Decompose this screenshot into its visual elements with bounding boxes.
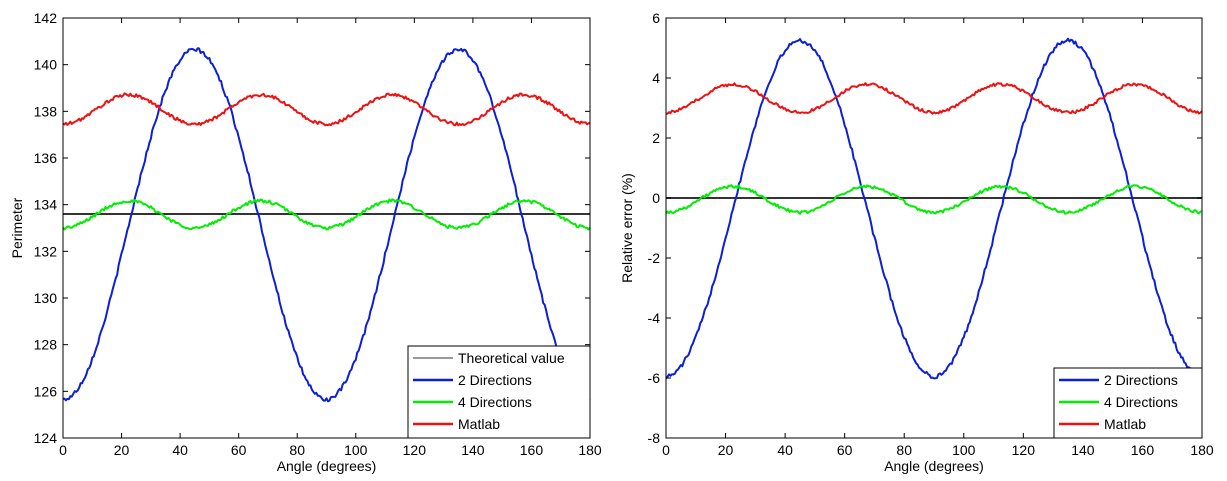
perimeter-y-tick-label: 128 (34, 337, 58, 353)
relative-error-x-tick-label: 100 (952, 442, 976, 458)
perimeter-x-tick-label: 140 (461, 442, 485, 458)
perimeter-legend-label: 4 Directions (458, 394, 532, 410)
relative-error-x-tick-label: 20 (718, 442, 734, 458)
relative-error-y-tick-label: 2 (652, 130, 660, 146)
perimeter-y-tick-label: 124 (34, 430, 58, 446)
relative-error-x-tick-label: 80 (896, 442, 912, 458)
relative-error-x-tick-label: 0 (662, 442, 670, 458)
relative-error-x-axis-title: Angle (degrees) (884, 458, 984, 474)
relative-error-legend-label: 2 Directions (1104, 372, 1178, 388)
perimeter-y-tick-label: 130 (34, 290, 58, 306)
perimeter-y-tick-label: 126 (34, 383, 58, 399)
relative-error-y-axis-title: Relative error (%) (619, 173, 635, 283)
perimeter-x-axis-title: Angle (degrees) (277, 458, 377, 474)
perimeter-x-tick-label: 40 (172, 442, 188, 458)
perimeter-axes-box (62, 17, 591, 439)
perimeter-x-tick-label: 60 (231, 442, 247, 458)
relative-error-y-tick-label: -2 (648, 250, 661, 266)
perimeter-y-tick-label: 132 (34, 243, 58, 259)
relative-error-y-tick-label: -8 (648, 430, 661, 446)
relative-error-series-4-directions (665, 184, 1203, 215)
relative-error-y-tick-label: 6 (652, 10, 660, 26)
perimeter-x-tick-label: 80 (289, 442, 305, 458)
relative-error-y-tick-label: 4 (652, 70, 660, 86)
relative-error-legend-label: 4 Directions (1104, 394, 1178, 410)
perimeter-series-matlab (62, 92, 591, 127)
perimeter-legend-label: Matlab (458, 416, 500, 432)
perimeter-x-tick-label: 100 (344, 442, 368, 458)
perimeter-legend-label: 2 Directions (458, 372, 532, 388)
perimeter-x-tick-label: 160 (520, 442, 544, 458)
relative-error-legend-label: Matlab (1104, 416, 1146, 432)
relative-error-x-tick-label: 180 (1190, 442, 1214, 458)
relative-error-axes-box (665, 17, 1203, 439)
perimeter-x-tick-label: 120 (403, 442, 427, 458)
relative-error-series-2-directions (665, 37, 1203, 380)
perimeter-chart: 0 20 40 60 80 100 120 140 160 180 124 126 128 130 132 1… (9, 10, 602, 474)
relative-error-x-tick-label: 40 (777, 442, 793, 458)
perimeter-x-tick-label: 0 (59, 442, 67, 458)
relative-error-x-tick-label: 60 (837, 442, 853, 458)
perimeter-x-tick-label: 20 (114, 442, 130, 458)
perimeter-legend: Theoretical value 2 Directions 4 Direction… (407, 345, 591, 439)
perimeter-y-tick-label: 140 (34, 57, 58, 73)
relative-error-chart: 0 20 40 60 80 100 120 140 160 180 -8 -6 -4 -2 0 2 4 6 Angl… (619, 10, 1214, 474)
relative-error-y-tick-label: -4 (648, 310, 661, 326)
relative-error-y-tick-label: -6 (648, 370, 661, 386)
perimeter-legend-label: Theoretical value (458, 350, 565, 366)
perimeter-y-tick-label: 138 (34, 103, 58, 119)
perimeter-series-4-directions (62, 198, 591, 231)
perimeter-y-tick-label: 142 (34, 10, 58, 26)
perimeter-y-tick-label: 136 (34, 150, 58, 166)
relative-error-x-tick-label: 160 (1131, 442, 1155, 458)
perimeter-x-tick-label: 180 (578, 442, 602, 458)
relative-error-series-matlab (665, 82, 1203, 115)
relative-error-y-tick-label: 0 (652, 190, 660, 206)
relative-error-x-tick-label: 140 (1071, 442, 1095, 458)
perimeter-series-2-directions (62, 47, 591, 403)
perimeter-legend-box (407, 345, 591, 439)
relative-error-legend: 2 Directions 4 Directions Matlab (1053, 367, 1203, 439)
perimeter-y-axis-title: Perimeter (9, 197, 25, 258)
perimeter-y-tick-label: 134 (34, 197, 58, 213)
relative-error-x-tick-label: 120 (1012, 442, 1036, 458)
